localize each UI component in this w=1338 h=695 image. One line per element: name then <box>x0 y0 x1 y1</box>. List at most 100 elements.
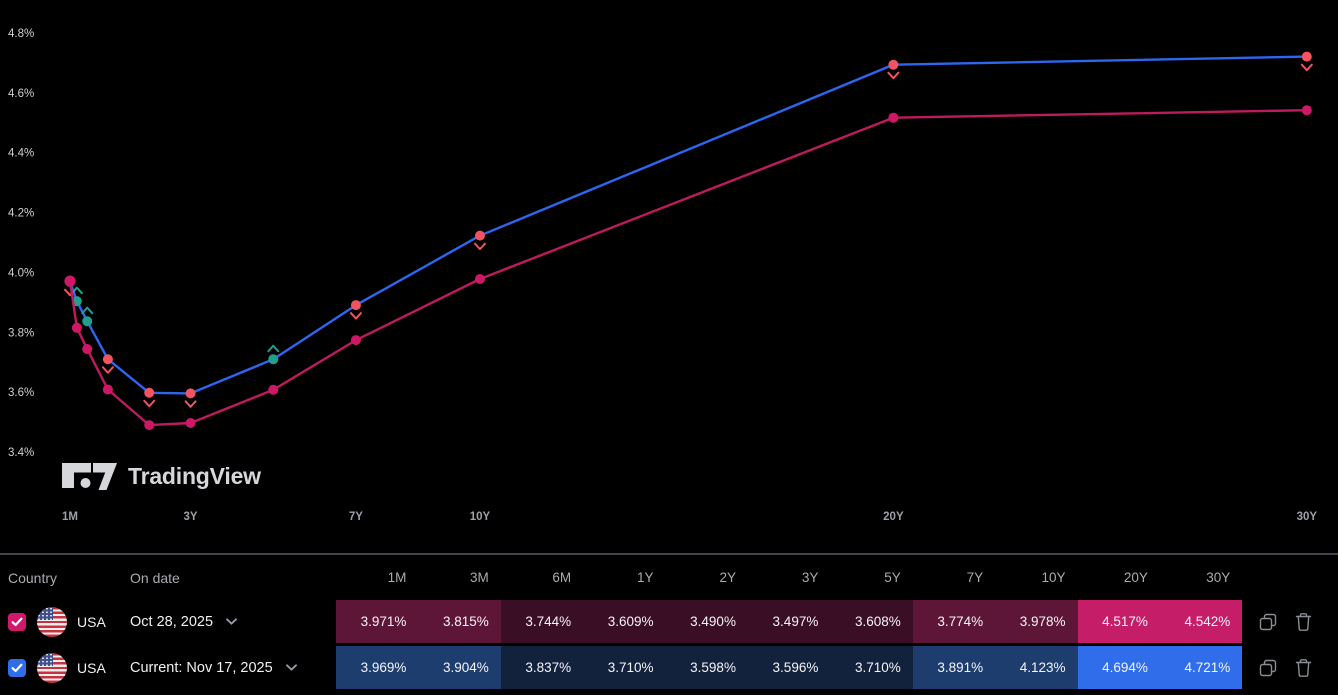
maturity-header-1Y: 1Y <box>637 570 654 585</box>
yield-cell-2Y: 3.490% <box>665 600 748 643</box>
change-down-chevron-icon <box>887 71 900 80</box>
country-label: USA <box>77 613 106 630</box>
x-axis-tick: 30Y <box>1297 511 1318 523</box>
check-icon <box>11 663 23 672</box>
data-point <box>350 335 361 346</box>
data-point <box>71 322 82 333</box>
change-down-chevron-icon <box>143 399 156 408</box>
yield-cell-30Y: 4.542% <box>1159 600 1243 643</box>
yield-cell-3Y: 3.596% <box>747 646 831 689</box>
change-down-chevron-icon <box>184 400 197 408</box>
row-checkbox[interactable] <box>8 658 26 677</box>
data-point <box>888 112 899 123</box>
copy-icon <box>1260 613 1277 630</box>
table-header-row: Country On date 1M 3M 6M 1Y 2Y 3Y 5Y 7Y 10Y 20Y 30Y <box>0 555 1338 600</box>
yield-cell-3M: 3.815% <box>418 600 501 643</box>
yield-cell-5Y: 3.608% <box>830 600 913 643</box>
row-actions <box>1242 600 1338 643</box>
table-body: USA Oct 28, 2025 3.971% 3.815% 3.744% 3.609% 3… <box>0 600 1338 689</box>
change-up-caret-icon <box>267 344 280 353</box>
y-axis-tick: 4.6% <box>8 88 34 100</box>
y-axis-tick: 4.0% <box>8 267 34 279</box>
maturity-header-3Y: 3Y <box>801 570 819 585</box>
change-down-chevron-icon <box>101 366 114 374</box>
trash-icon <box>1296 612 1312 631</box>
yield-cell-10Y: 3.978% <box>995 600 1078 643</box>
yield-cell-3M: 3.904% <box>418 646 501 689</box>
tradingview-watermark[interactable]: TradingView <box>62 463 261 490</box>
yield-cell-1M: 3.971% <box>336 600 419 643</box>
copy-icon <box>1260 659 1277 676</box>
data-point <box>144 420 155 431</box>
maturity-header-2Y: 2Y <box>719 570 736 585</box>
table-row: USA Oct 28, 2025 3.971% 3.815% 3.744% 3.609% 3… <box>0 600 1338 643</box>
y-axis-tick: 4.2% <box>8 208 34 220</box>
data-point <box>350 300 361 311</box>
maturity-header-7Y: 7Y <box>966 570 984 585</box>
row-checkbox[interactable] <box>8 612 26 631</box>
series-line-1 <box>68 108 1309 427</box>
data-point <box>474 230 485 241</box>
tradingview-logo-icon <box>62 463 117 490</box>
change-down-chevron-icon <box>1300 63 1313 72</box>
y-axis-tick: 4.8% <box>8 28 34 40</box>
yield-cell-20Y: 4.694% <box>1077 646 1160 689</box>
change-up-caret-icon <box>70 286 83 295</box>
on-date-header: On date <box>130 569 180 586</box>
y-axis-tick: 3.6% <box>8 387 34 399</box>
data-point <box>82 316 93 327</box>
date-selector[interactable]: Oct 28, 2025 <box>130 600 336 643</box>
date-label: Oct 28, 2025 <box>130 613 214 630</box>
yield-cell-1M: 3.969% <box>336 646 419 689</box>
data-point <box>64 275 76 287</box>
x-axis-tick: 1M <box>62 511 78 523</box>
date-selector[interactable]: Current: Nov 17, 2025 <box>130 646 336 689</box>
row-actions <box>1242 646 1338 689</box>
yield-cell-3Y: 3.497% <box>747 600 831 643</box>
yield-cell-5Y: 3.710% <box>830 646 913 689</box>
yield-curve-chart: 4.8% 4.6% 4.4% 4.2% 4.0% 3.8% 3.6% 3.4% 1M 3Y 7Y 10… <box>8 28 1318 523</box>
usa-flag-icon <box>37 606 67 637</box>
usa-flag-icon <box>37 652 67 683</box>
yield-cell-2Y: 3.598% <box>665 646 748 689</box>
maturity-header-5Y: 5Y <box>884 570 901 585</box>
data-point <box>185 388 196 399</box>
maturity-header-6M: 6M <box>552 570 572 585</box>
data-point <box>144 387 155 398</box>
delete-row-button[interactable] <box>1294 658 1313 678</box>
data-point <box>888 59 899 70</box>
maturity-header-1M: 1M <box>387 570 407 585</box>
data-point <box>185 417 196 428</box>
country-cell: USA <box>0 600 130 643</box>
trash-icon <box>1296 658 1312 677</box>
delete-row-button[interactable] <box>1294 612 1313 632</box>
date-label: Current: Nov 17, 2025 <box>130 659 273 676</box>
check-icon <box>11 617 23 626</box>
maturity-header-10Y: 10Y <box>1041 570 1066 585</box>
series-line-0 <box>68 55 1309 395</box>
yield-cell-10Y: 4.123% <box>995 646 1078 689</box>
copy-row-button[interactable] <box>1258 658 1278 678</box>
yield-cell-7Y: 3.774% <box>912 600 996 643</box>
change-down-chevron-icon <box>349 312 362 320</box>
copy-row-button[interactable] <box>1258 612 1278 632</box>
country-cell: USA <box>0 646 130 689</box>
yield-cell-20Y: 4.517% <box>1077 600 1160 643</box>
yield-cell-1Y: 3.710% <box>583 646 666 689</box>
yield-cell-30Y: 4.721% <box>1159 646 1243 689</box>
x-axis-tick: 10Y <box>470 511 491 523</box>
yield-cell-6M: 3.837% <box>500 646 584 689</box>
comparison-table: Country On date 1M 3M 6M 1Y 2Y 3Y 5Y 7Y 10Y 20Y 30Y … <box>0 553 1338 692</box>
x-axis-tick: 3Y <box>184 511 198 523</box>
actions-header-spacer <box>1242 555 1338 600</box>
change-down-chevron-icon <box>473 242 486 251</box>
country-header: Country <box>8 569 58 586</box>
maturity-header-30Y: 30Y <box>1206 570 1231 585</box>
table-row: USA Current: Nov 17, 2025 3.969% 3.904% 3.83… <box>0 646 1338 689</box>
data-point <box>102 354 113 365</box>
maturity-header-3M: 3M <box>470 570 489 585</box>
yield-cell-7Y: 3.891% <box>912 646 996 689</box>
chevron-down-icon <box>285 664 297 671</box>
change-up-caret-icon <box>81 306 94 315</box>
